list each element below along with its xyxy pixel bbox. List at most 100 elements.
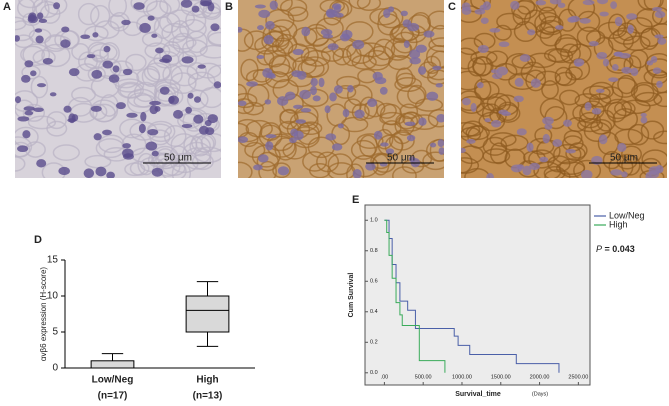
nucleus: [582, 0, 595, 6]
y-tick-label: 0.4: [370, 309, 378, 315]
cell-membrane: [356, 0, 382, 12]
nucleus: [496, 66, 508, 76]
nucleus: [597, 0, 609, 5]
cell-membrane: [272, 162, 291, 178]
cell-membrane: [590, 118, 613, 135]
nucleus: [516, 128, 527, 136]
nucleus: [617, 142, 627, 152]
nucleus: [91, 69, 103, 79]
cell-membrane: [77, 2, 100, 26]
nucleus: [33, 107, 44, 113]
cell-membrane: [89, 103, 108, 121]
cell-membrane: [577, 118, 604, 133]
cell-membrane: [604, 98, 633, 120]
nucleus: [640, 116, 648, 124]
cell-membrane: [553, 143, 582, 165]
cell-membrane: [348, 0, 371, 10]
nucleus: [557, 2, 566, 8]
nucleus: [180, 0, 193, 8]
nucleus: [185, 106, 192, 114]
cell-membrane: [87, 66, 106, 83]
nucleus: [491, 73, 503, 80]
nucleus: [147, 15, 155, 21]
cell-membrane: [189, 136, 211, 157]
cell-membrane: [538, 6, 557, 24]
nucleus: [519, 54, 531, 62]
nucleus: [246, 81, 258, 87]
cell-membrane: [395, 67, 414, 89]
nucleus: [257, 25, 264, 31]
nucleus: [477, 44, 489, 53]
nucleus: [103, 45, 111, 53]
nucleus: [522, 165, 532, 176]
cell-membrane: [332, 48, 352, 66]
cell-membrane: [22, 43, 51, 67]
x-tick-label: Low/Neg: [92, 375, 134, 386]
cell-membrane: [612, 27, 641, 45]
nucleus: [207, 114, 218, 124]
nucleus: [484, 118, 491, 123]
nucleus: [238, 26, 243, 33]
cell-membrane: [199, 0, 221, 15]
cell-membrane: [171, 20, 190, 41]
cell-membrane: [589, 93, 612, 108]
cell-membrane: [146, 120, 176, 143]
cell-membrane: [258, 160, 277, 178]
nucleus: [34, 28, 43, 33]
nucleus: [613, 51, 624, 57]
nucleus: [407, 23, 420, 32]
cell-membrane: [194, 146, 221, 163]
nucleus: [380, 142, 389, 147]
nucleus: [409, 57, 421, 65]
cell-membrane: [300, 56, 330, 78]
nucleus: [379, 86, 388, 95]
cell-membrane: [302, 151, 328, 172]
x-tick-label: 2000.00: [530, 374, 550, 380]
cell-membrane: [608, 155, 634, 178]
nucleus: [329, 92, 337, 102]
nucleus: [210, 23, 220, 32]
nucleus: [466, 139, 476, 144]
nucleus: [253, 164, 263, 171]
cell-membrane: [52, 144, 80, 161]
cell-membrane: [18, 0, 44, 9]
cell-membrane: [608, 30, 634, 53]
nucleus: [292, 48, 304, 56]
cell-membrane: [525, 69, 547, 92]
cell-membrane: [108, 0, 128, 18]
cell-membrane: [84, 25, 109, 42]
cell-membrane: [346, 163, 365, 178]
cell-membrane: [207, 27, 221, 46]
nucleus: [438, 147, 444, 155]
nucleus: [372, 71, 383, 81]
nucleus: [598, 134, 608, 145]
cell-membrane: [467, 57, 487, 77]
nucleus: [334, 12, 344, 18]
nucleus: [535, 0, 547, 6]
cell-membrane: [199, 44, 221, 59]
cell-membrane: [350, 139, 377, 160]
nucleus: [491, 120, 502, 128]
nucleus: [352, 39, 365, 50]
nucleus: [552, 139, 563, 147]
nucleus: [385, 148, 395, 155]
nucleus: [95, 166, 107, 177]
nucleus: [90, 105, 102, 112]
cell-membrane: [342, 44, 362, 67]
cell-membrane: [278, 120, 300, 135]
y-tick-label: 0.6: [370, 279, 378, 285]
nucleus: [327, 43, 339, 51]
nucleus: [544, 123, 553, 130]
panel-label: A: [3, 1, 11, 13]
nucleus: [15, 35, 20, 42]
nucleus: [258, 9, 271, 19]
nucleus: [126, 112, 138, 118]
cell-membrane: [614, 101, 636, 117]
nucleus: [652, 6, 663, 12]
nucleus: [626, 13, 638, 20]
nucleus: [187, 92, 194, 99]
nucleus: [555, 25, 564, 30]
cell-membrane: [370, 152, 392, 170]
nucleus: [86, 54, 96, 59]
y-tick-label: 0.8: [370, 248, 378, 254]
